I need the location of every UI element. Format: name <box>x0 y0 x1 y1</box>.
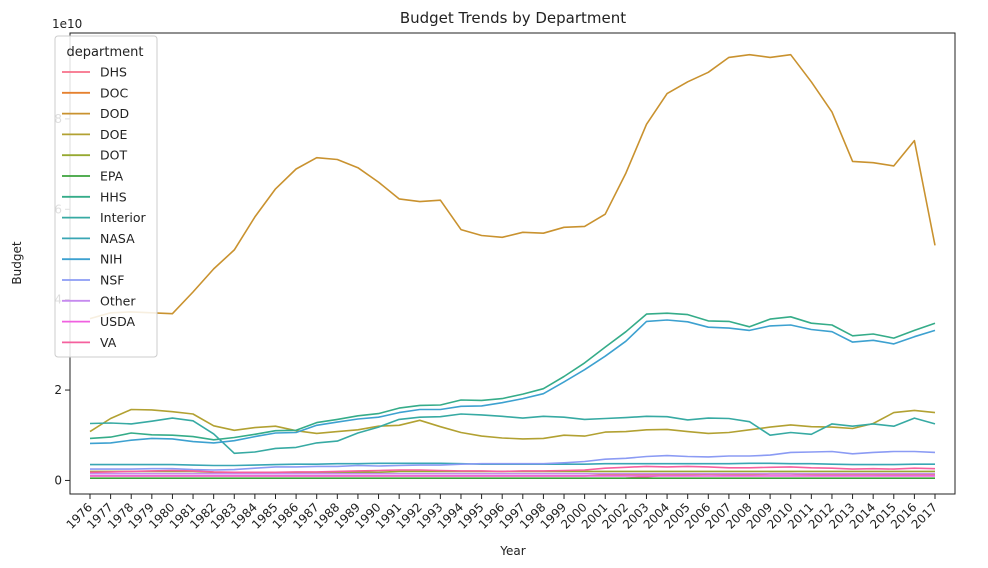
legend-label: DHS <box>100 65 127 80</box>
legend-label: VA <box>100 335 117 350</box>
y-tick-label: 2 <box>54 383 62 397</box>
legend-label: DOE <box>100 127 127 142</box>
series-line-va <box>89 465 936 474</box>
legend-label: DOD <box>100 106 129 121</box>
legend-label: EPA <box>100 169 124 184</box>
plot-area-frame <box>69 32 956 495</box>
legend-title: department <box>67 45 144 60</box>
series-lines <box>89 53 936 479</box>
legend: department DHS DOC DOD DOE DOT EPA HHS Interior… <box>54 35 158 358</box>
legend-box <box>54 35 158 358</box>
y-tick-label: 0 <box>54 473 62 487</box>
legend-items: DHS DOC DOD DOE DOT EPA HHS Interior NASA NIH NSF O… <box>62 65 146 350</box>
chart-title: Budget Trends by Department <box>400 9 626 27</box>
legend-label: USDA <box>100 314 135 329</box>
series-line-nih <box>89 319 936 445</box>
series-line-dod <box>89 53 936 320</box>
x-axis: 1976197719781979198019811982198319841985… <box>64 494 940 532</box>
legend-label: Interior <box>100 210 146 225</box>
legend-label: NSF <box>100 273 124 288</box>
series-line-interior <box>89 413 936 455</box>
series-line-nsf <box>90 450 936 471</box>
series-line-doe <box>89 408 936 440</box>
x-axis-label: Year <box>499 544 525 558</box>
series-line-hhs <box>89 312 936 441</box>
y-axis-label: Budget <box>10 241 24 284</box>
y-offset-text: 1e10 <box>52 17 82 31</box>
legend-label: NIH <box>100 252 122 267</box>
legend-label: NASA <box>100 231 135 246</box>
legend-label: DOC <box>100 85 128 100</box>
legend-label: DOT <box>100 148 127 163</box>
legend-label: Other <box>100 293 136 308</box>
legend-label: HHS <box>100 189 127 204</box>
